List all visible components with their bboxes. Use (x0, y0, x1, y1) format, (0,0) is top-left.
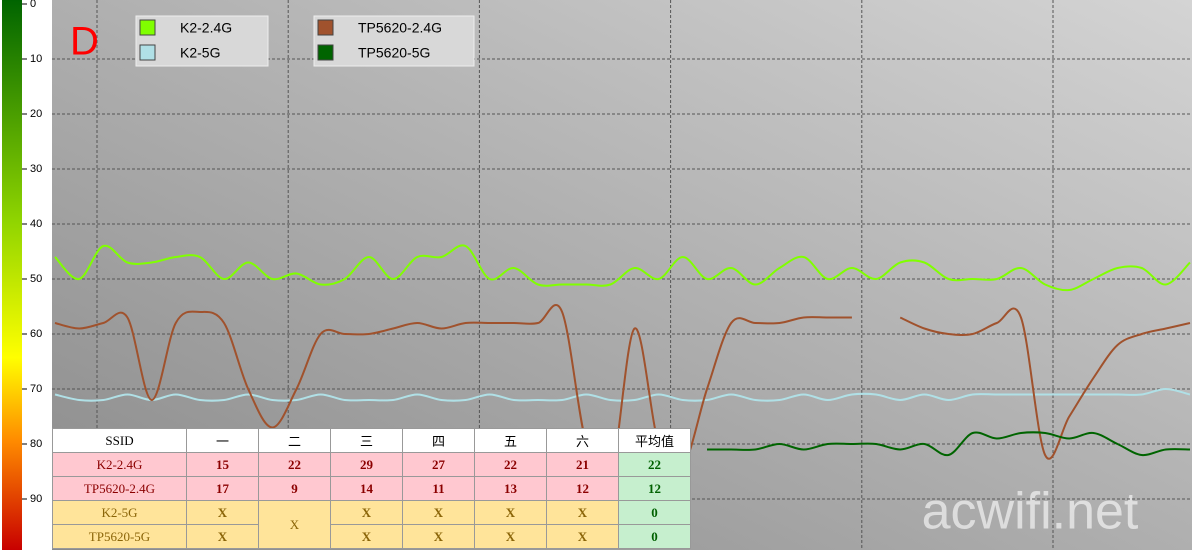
table-cell: X (546, 500, 619, 525)
table-row: SSID 一二三四五六平均值 (52, 428, 691, 453)
y-tick-label: 20 (30, 108, 42, 120)
table-cell: X (474, 500, 547, 525)
table-cell: X (402, 500, 475, 525)
table-row: K2-2.4G 15 22 29 27 22 21 22 (52, 452, 691, 477)
legend-box (135, 15, 269, 67)
table-cell: X (402, 524, 475, 549)
legend-label: TP5620-2.4G (358, 20, 442, 36)
y-tick-label: 0 (30, 0, 36, 10)
y-tick-label: 80 (30, 438, 42, 450)
table-cell: X (186, 500, 259, 525)
summary-table: SSID 一二三四五六平均值 K2-2.4G 15 22 29 27 22 21 22 TP5620… (52, 428, 691, 549)
table-cell: 22 (474, 452, 547, 477)
legend-label: K2-2.4G (180, 20, 232, 36)
table-cell: 12 (546, 476, 619, 501)
table-row: K2-5G X X X X X X 0 (52, 500, 691, 549)
table-cell: 五 (474, 428, 547, 453)
table-cell: 平均值 (618, 428, 691, 453)
table-cell: 二 (258, 428, 331, 453)
table-cell: 17 (186, 476, 259, 501)
table-cell: 22 (618, 452, 691, 477)
table-cell: 0 (618, 500, 691, 525)
table-cell: 四 (402, 428, 475, 453)
y-tick-label: 90 (30, 493, 42, 505)
legend-swatch (317, 19, 334, 36)
legend-box (313, 15, 475, 67)
legend-swatch (317, 44, 334, 61)
legend-label: K2-5G (180, 45, 220, 61)
table-cell: 22 (258, 452, 331, 477)
series-line (707, 431, 1191, 457)
table-cell: 11 (402, 476, 475, 501)
watermark: acwifi.net (922, 483, 1139, 541)
legend-label: TP5620-5G (358, 45, 430, 61)
table-cell: 一 (186, 428, 259, 453)
table-cell: X (186, 524, 259, 549)
y-tick-label: 60 (30, 328, 42, 340)
table-cell: 13 (474, 476, 547, 501)
table-row: TP5620-2.4G 17 9 14 11 13 12 12 (52, 476, 691, 501)
table-cell: X (330, 500, 403, 525)
table-cell: 0 (618, 524, 691, 549)
table-cell: SSID (52, 428, 187, 453)
table-cell: TP5620-2.4G (52, 476, 187, 501)
table-cell: 12 (618, 476, 691, 501)
annotation: D (70, 20, 99, 64)
y-tick-label: 10 (30, 53, 42, 65)
y-tick-label: 40 (30, 218, 42, 230)
table-cell: 六 (546, 428, 619, 453)
signal-scale (2, 0, 22, 550)
table-cell: X (330, 524, 403, 549)
series-line (54, 303, 1191, 485)
table-cell: 三 (330, 428, 403, 453)
table-cell: K2-5G (52, 500, 187, 525)
table-cell: 27 (402, 452, 475, 477)
y-tick-label: 30 (30, 163, 42, 175)
table-row: TP5620-5G X X X X X 0 (52, 524, 691, 549)
table-cell: K2-2.4G (52, 452, 187, 477)
table-cell: 15 (186, 452, 259, 477)
legend-swatch (139, 19, 156, 36)
table-cell: 29 (330, 452, 403, 477)
y-tick-label: 70 (30, 383, 42, 395)
table-cell: 14 (330, 476, 403, 501)
table-cell: TP5620-5G (52, 524, 187, 549)
table-cell: X (474, 524, 547, 549)
table-cell: X (258, 500, 331, 549)
table-cell: 21 (546, 452, 619, 477)
table-cell: X (546, 524, 619, 549)
table-cell: 9 (258, 476, 331, 501)
y-tick-label: 50 (30, 273, 42, 285)
series-line (54, 244, 1191, 292)
legend-swatch (139, 44, 156, 61)
